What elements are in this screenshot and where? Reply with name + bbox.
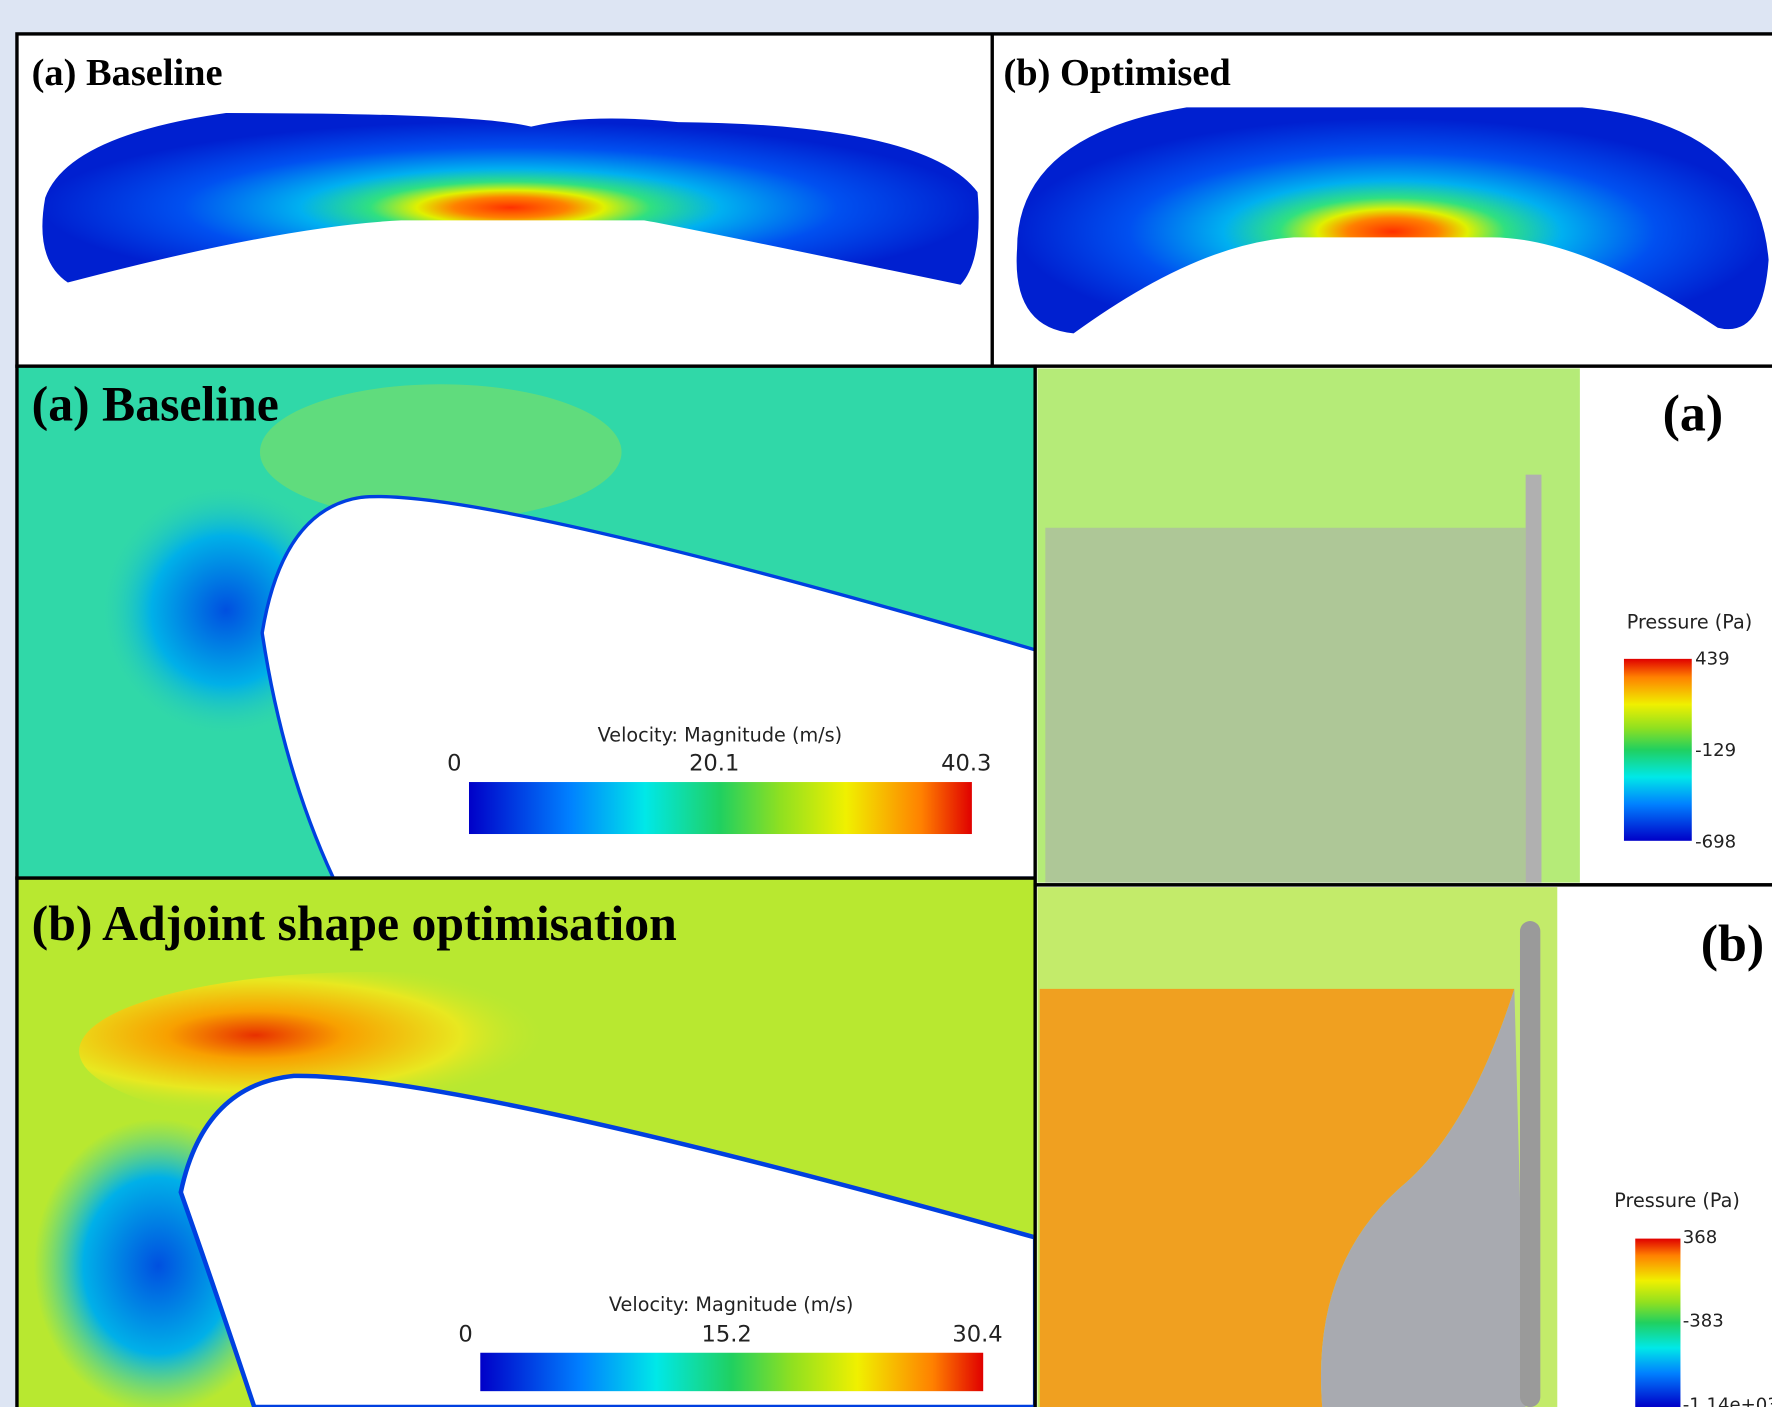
colorbar-title: Velocity: Magnitude (m/s) (598, 723, 843, 746)
colorbar-label: -383 (1683, 1311, 1724, 1332)
panel-title: (a) (1663, 386, 1724, 443)
colorbar-label: 40.3 (941, 751, 991, 777)
panel-title: (b) Adjoint shape optimisation (32, 896, 677, 951)
panel-title: (b) Optimised (1004, 52, 1231, 94)
colorbar-label: 20.1 (689, 751, 739, 777)
colorbar-label: -1.14e+03 (1683, 1394, 1772, 1407)
panel-title: (b) (1701, 916, 1765, 973)
colorbar-label: 368 (1683, 1227, 1718, 1248)
colorbar-label: -129 (1695, 740, 1736, 761)
figure: (a) Baseline (b) Optimised (a) Baseline … (0, 0, 1772, 1407)
colorbar-title: Velocity: Magnitude (m/s) (609, 1293, 854, 1316)
colorbar-label: 0 (458, 1321, 472, 1347)
colorbar-label: 15.2 (701, 1321, 751, 1347)
panel-title: (a) Baseline (32, 376, 279, 431)
colorbar-label: -698 (1695, 832, 1736, 853)
baseline-velocity-panel: (a) Baseline Velocity: Magnitude (m/s) 0… (17, 366, 1035, 878)
page: {"panels": [ {"title": "(a) Baseline"}, … (0, 0, 1772, 1407)
optimised-pressure-panel: (b) Pressure (Pa) 368 -383 -1.14e+03 (1035, 885, 1772, 1407)
colorbar-label: 0 (447, 751, 461, 777)
colorbar-title: Pressure (Pa) (1627, 610, 1753, 633)
optimised-velocity-panel: (b) Adjoint shape optimisation Velocity:… (17, 878, 1035, 1407)
colorbar-label: 439 (1695, 649, 1730, 670)
colorbar-label: 30.4 (952, 1321, 1002, 1347)
colorbar-title: Pressure (Pa) (1614, 1189, 1740, 1212)
baseline-pressure-panel: (a) Pressure (Pa) 439 -129 -698 (1035, 366, 1772, 885)
panel-title: (a) Baseline (32, 52, 223, 94)
